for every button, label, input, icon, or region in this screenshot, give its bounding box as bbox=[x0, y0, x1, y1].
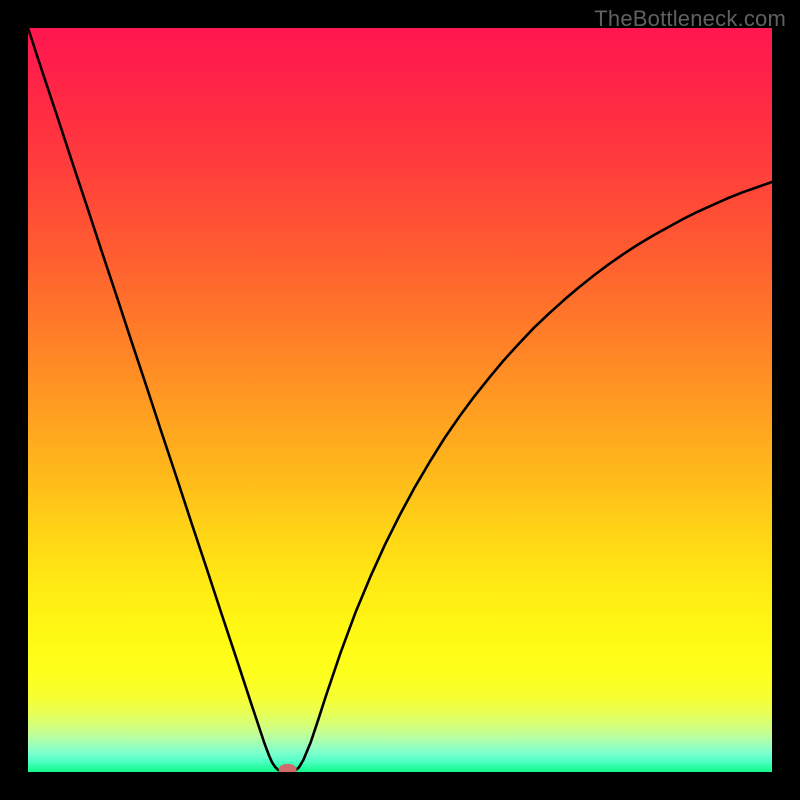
plot-background bbox=[28, 28, 772, 772]
chart-frame: TheBottleneck.com bbox=[0, 0, 800, 800]
plot-svg bbox=[28, 28, 772, 772]
bottleneck-chart bbox=[28, 28, 772, 772]
